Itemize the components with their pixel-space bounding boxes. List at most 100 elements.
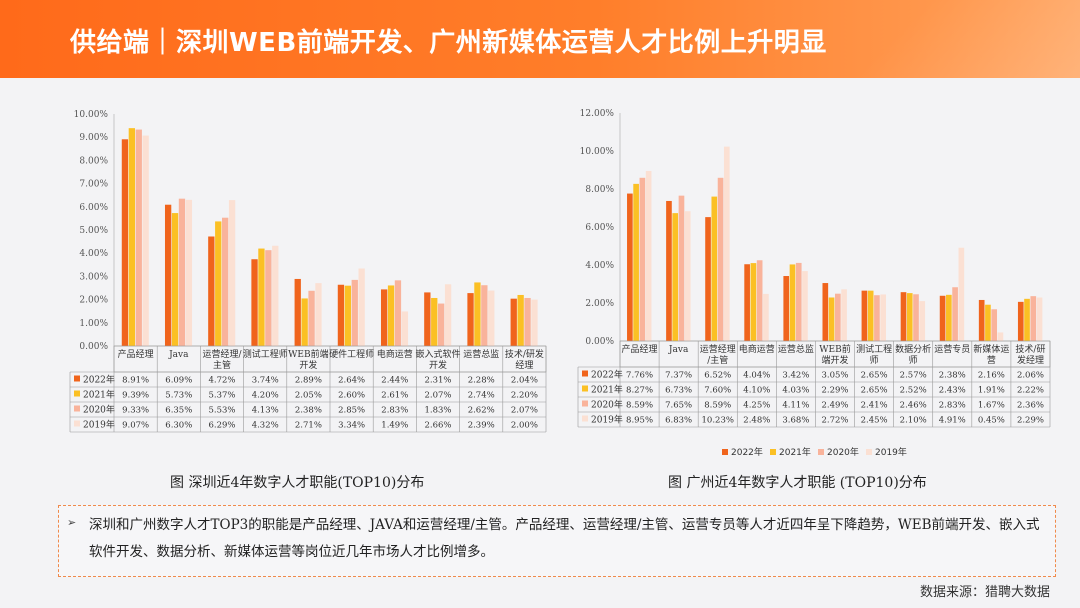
data-label: 2.36% xyxy=(1017,401,1044,411)
bar-2019年-6 xyxy=(880,294,886,341)
data-label: 3.05% xyxy=(821,371,848,381)
data-label: 2.46% xyxy=(900,401,927,411)
data-label: 2.05% xyxy=(295,391,322,401)
bar-2020年-8 xyxy=(952,287,958,341)
data-label: 2.71% xyxy=(295,421,322,431)
data-label: 2.06% xyxy=(1017,371,1044,381)
banner-decoration xyxy=(780,0,1080,78)
bar-2022年-8 xyxy=(467,293,474,346)
data-label: 2.65% xyxy=(861,386,888,396)
bar-2022年-9 xyxy=(978,299,985,341)
data-label: 2.48% xyxy=(743,416,770,426)
data-label: 2.04% xyxy=(511,376,538,386)
data-label: 2.64% xyxy=(338,376,365,386)
legend-label: 2022年 xyxy=(731,446,763,458)
data-label: 1.49% xyxy=(381,421,408,431)
bar-2019年-7 xyxy=(919,301,926,341)
legend-label: 2021年 xyxy=(779,446,811,458)
category-label: 发经理 xyxy=(1017,354,1044,366)
legend-swatch-2021年 xyxy=(74,390,80,397)
series-name: 2022年 xyxy=(591,369,623,381)
bar-2021年-4 xyxy=(789,264,796,341)
bar-2022年-4 xyxy=(783,276,790,341)
bar-2020年-3 xyxy=(265,250,272,346)
legend-swatch-2021年 xyxy=(582,385,588,392)
data-label: 2.16% xyxy=(978,371,1005,381)
data-label: 2.29% xyxy=(1017,416,1044,426)
bar-2021年-7 xyxy=(906,293,913,341)
bar-2021年-9 xyxy=(985,304,991,341)
bar-2021年-3 xyxy=(258,248,265,346)
data-label: 9.33% xyxy=(122,406,149,416)
bar-2020年-9 xyxy=(991,309,998,341)
data-label: 5.37% xyxy=(208,391,235,401)
arrow-icon: ➢ xyxy=(67,516,77,529)
bar-2022年-1 xyxy=(666,200,672,341)
data-label: 2.49% xyxy=(821,401,848,411)
data-label: 2.39% xyxy=(468,421,495,431)
series-name: 2021年 xyxy=(83,389,115,401)
data-label: 2.60% xyxy=(338,391,365,401)
summary-note: ➢ 深圳和广州数字人才TOP3的职能是产品经理、JAVA和运营经理/主管。产品经… xyxy=(58,505,1056,577)
data-label: 2.20% xyxy=(511,391,538,401)
data-label: 2.38% xyxy=(295,406,322,416)
bar-2020年-0 xyxy=(639,177,646,341)
data-label: 3.34% xyxy=(338,421,365,431)
data-label: 2.22% xyxy=(1017,386,1044,396)
data-label: 2.44% xyxy=(381,376,408,386)
bar-2021年-4 xyxy=(301,298,308,346)
summary-text: 深圳和广州数字人才TOP3的职能是产品经理、JAVA和运营经理/主管。产品经理、… xyxy=(89,517,1040,560)
bar-2020年-1 xyxy=(678,195,685,341)
bar-2019年-6 xyxy=(401,311,409,346)
data-label: 1.91% xyxy=(978,386,1005,396)
bar-2020年-4 xyxy=(308,290,315,346)
category-label: WEB前端 xyxy=(288,348,328,360)
legend-swatch-2022年 xyxy=(74,375,80,382)
y-tick-label: 6.00% xyxy=(585,223,614,233)
category-label: 电商运营 xyxy=(377,348,413,360)
category-label: 新媒体运 xyxy=(973,343,1009,355)
bar-2019年-9 xyxy=(997,332,1004,341)
bar-2021年-0 xyxy=(633,183,639,341)
bar-2019年-8 xyxy=(488,290,495,346)
legend-swatch-2020年 xyxy=(74,405,80,412)
bar-2019年-1 xyxy=(185,199,193,346)
data-label: 4.32% xyxy=(252,421,279,431)
bar-2022年-3 xyxy=(744,264,750,341)
data-label: 2.52% xyxy=(900,386,927,396)
data-label: 2.74% xyxy=(468,391,495,401)
bar-2022年-6 xyxy=(861,290,868,341)
bar-2021年-7 xyxy=(431,297,438,346)
bar-2020年-8 xyxy=(481,285,488,346)
data-label: 2.57% xyxy=(900,371,927,381)
y-tick-label: 7.00% xyxy=(79,180,108,190)
category-label: 开发 xyxy=(429,359,447,371)
data-label: 6.83% xyxy=(665,416,692,426)
data-label: 0.45% xyxy=(978,416,1005,426)
bar-2021年-1 xyxy=(672,213,679,341)
bar-2022年-10 xyxy=(1017,301,1024,341)
category-label: 数据分析 xyxy=(895,343,931,355)
header-banner: 供给端｜深圳WEB前端开发、广州新媒体运营人才比例上升明显 xyxy=(0,0,1080,78)
data-label: 2.43% xyxy=(939,386,966,396)
bar-2021年-9 xyxy=(517,294,524,346)
y-tick-label: 10.00% xyxy=(74,110,109,120)
data-label: 4.03% xyxy=(782,386,809,396)
category-label: 运营经理 xyxy=(700,343,736,355)
guangzhou-chart-title: 图 广州近4年数字人才职能 (TOP10)分布 xyxy=(668,475,927,491)
bar-2020年-6 xyxy=(394,280,402,346)
data-label: 8.91% xyxy=(122,376,149,386)
data-label: 4.04% xyxy=(743,371,770,381)
bar-2019年-0 xyxy=(142,135,149,346)
guangzhou-chart: 0.00% 2.00% 4.00% 6.00% 8.00% 10.00% 12.00% 产品经… xyxy=(577,109,1051,458)
category-label: 运营经理/ xyxy=(202,348,242,360)
bar-2020年-6 xyxy=(874,295,880,341)
y-tick-label: 4.00% xyxy=(585,261,614,271)
data-label: 6.30% xyxy=(165,421,192,431)
bar-2021年-8 xyxy=(946,294,952,341)
page-title: 供给端｜深圳WEB前端开发、广州新媒体运营人才比例上升明显 xyxy=(70,28,827,58)
bar-2020年-9 xyxy=(524,297,531,346)
bar-2020年-4 xyxy=(795,262,802,341)
data-label: 6.52% xyxy=(704,371,731,381)
bar-2022年-1 xyxy=(164,204,172,346)
